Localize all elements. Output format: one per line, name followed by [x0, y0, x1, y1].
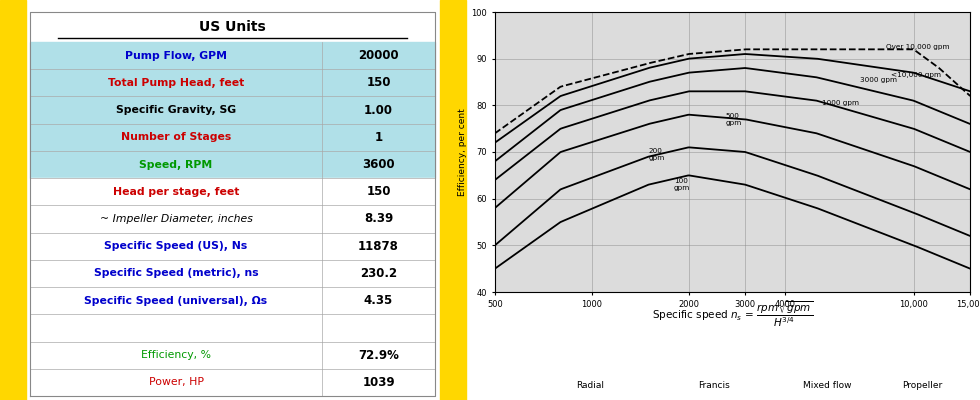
- Text: Efficiency, %: Efficiency, %: [141, 350, 211, 360]
- Text: Francis: Francis: [698, 382, 729, 390]
- Text: Specific Speed (US), Ns: Specific Speed (US), Ns: [105, 241, 248, 251]
- Text: 11878: 11878: [358, 240, 399, 253]
- Bar: [30, 96, 435, 124]
- Text: 3000 gpm: 3000 gpm: [859, 77, 897, 83]
- Text: Mixed flow: Mixed flow: [804, 382, 852, 390]
- Text: 150: 150: [367, 185, 391, 198]
- Text: Number of Stages: Number of Stages: [121, 132, 231, 142]
- Bar: [30, 205, 435, 233]
- Text: 150: 150: [367, 76, 391, 89]
- Text: 500
gpm: 500 gpm: [725, 113, 742, 126]
- Bar: [30, 124, 435, 151]
- Text: 3600: 3600: [363, 158, 395, 171]
- Bar: [30, 287, 435, 314]
- Text: 72.9%: 72.9%: [358, 349, 399, 362]
- Text: 1000 gpm: 1000 gpm: [822, 100, 859, 106]
- Text: Power, HP: Power, HP: [149, 377, 204, 387]
- Text: Propeller: Propeller: [903, 382, 943, 390]
- Text: 4.35: 4.35: [364, 294, 393, 307]
- Bar: [30, 233, 435, 260]
- Bar: [440, 0, 465, 400]
- Bar: [30, 151, 435, 178]
- Text: 20000: 20000: [359, 49, 399, 62]
- Text: ~ Impeller Diameter, inches: ~ Impeller Diameter, inches: [100, 214, 253, 224]
- Text: 1.00: 1.00: [364, 104, 393, 116]
- Text: Speed, RPM: Speed, RPM: [139, 160, 213, 170]
- Bar: [30, 260, 435, 287]
- Bar: [30, 342, 435, 369]
- Text: Pump Flow, GPM: Pump Flow, GPM: [125, 51, 227, 61]
- Bar: [30, 178, 435, 205]
- Text: Radial: Radial: [576, 382, 604, 390]
- Bar: [30, 314, 435, 342]
- Y-axis label: Efficiency, per cent: Efficiency, per cent: [459, 108, 467, 196]
- Text: Specific Speed (metric), ns: Specific Speed (metric), ns: [94, 268, 259, 278]
- Bar: [30, 69, 435, 96]
- Text: Head per stage, feet: Head per stage, feet: [113, 187, 239, 197]
- Text: US Units: US Units: [199, 20, 267, 34]
- Bar: [0, 0, 25, 400]
- Text: Total Pump Head, feet: Total Pump Head, feet: [108, 78, 244, 88]
- Bar: [30, 42, 435, 69]
- Text: Specific Speed (universal), Ωs: Specific Speed (universal), Ωs: [84, 296, 268, 306]
- Text: 1: 1: [374, 131, 382, 144]
- Text: 100
gpm: 100 gpm: [674, 178, 690, 191]
- Bar: [30, 12, 435, 42]
- Text: 1039: 1039: [363, 376, 395, 389]
- Text: 230.2: 230.2: [360, 267, 397, 280]
- Text: 200
gpm: 200 gpm: [649, 148, 664, 161]
- Text: Over 10,000 gpm: Over 10,000 gpm: [886, 44, 950, 50]
- Text: Specific Gravity, SG: Specific Gravity, SG: [116, 105, 236, 115]
- Bar: [30, 369, 435, 396]
- Text: 8.39: 8.39: [364, 212, 393, 226]
- Text: <10,000 gpm: <10,000 gpm: [891, 72, 941, 78]
- Text: Specific speed $n_s$ = $\dfrac{rpm\,\sqrt{gpm}}{H^{3/4}}$: Specific speed $n_s$ = $\dfrac{rpm\,\sqr…: [652, 300, 813, 329]
